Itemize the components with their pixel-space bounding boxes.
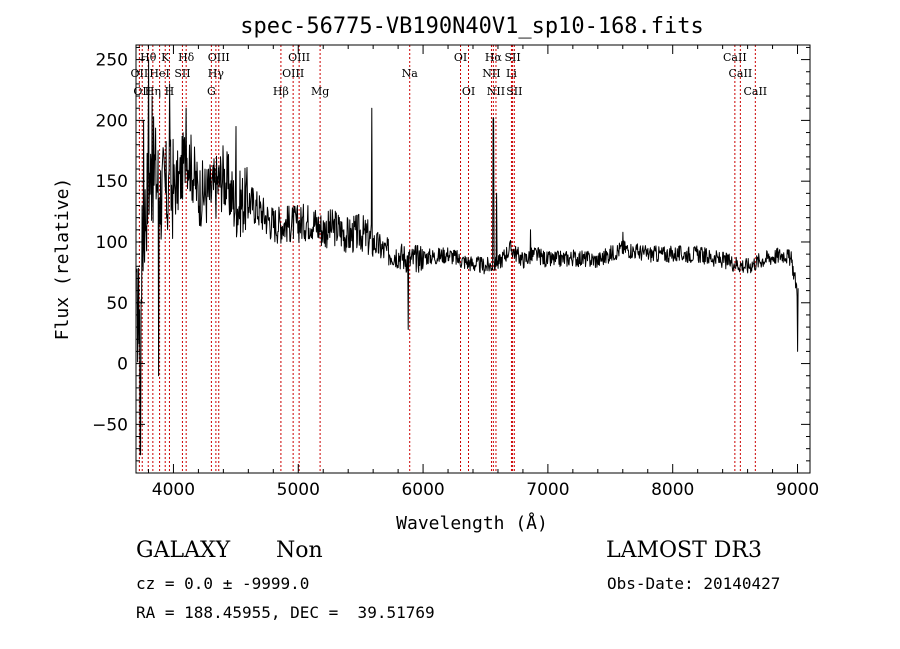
line-marker-label: OIII [282, 67, 304, 80]
line-marker-label: SII [506, 85, 522, 98]
chart-title: spec-56775-VB190N40V1_sp10-168.fits [240, 14, 704, 39]
redshift-cz: cz = 0.0 ± -9999.0 [136, 574, 310, 593]
x-tick-label: 6000 [401, 480, 444, 500]
y-axis-ticks: −50 0 50 100 150 200 250 [92, 46, 810, 462]
y-axis-label: Flux (relative) [52, 178, 73, 341]
line-marker-label: CaII [729, 67, 753, 80]
line-marker-label: Li [506, 67, 517, 80]
y-tick-label: 250 [96, 51, 128, 71]
x-tick-label: 8000 [651, 480, 694, 500]
line-marker-label: Hβ [273, 85, 289, 98]
y-tick-label: 100 [96, 233, 128, 253]
line-marker-label: SII [174, 67, 190, 80]
line-marker-label: Mg [311, 85, 329, 98]
line-marker-label: Hδ [178, 51, 195, 64]
object-subclass: Non [276, 538, 323, 563]
emission-line-labels: OIIOIIHθHηHeIKHSIIHδHγGOIIIHβOIIIOIIIMgN… [131, 51, 768, 98]
x-tick-label: 5000 [277, 480, 320, 500]
line-marker-label: Na [402, 67, 419, 80]
line-marker-label: NII [487, 85, 505, 98]
line-marker-label: Hη [145, 85, 161, 98]
spectrum-line [136, 59, 799, 456]
line-marker-label: OII [131, 67, 149, 80]
line-marker-label: CaII [743, 85, 767, 98]
line-marker-label: OIII [208, 51, 230, 64]
x-axis-ticks: 4000 5000 6000 7000 8000 9000 [147, 45, 819, 500]
y-tick-label: 150 [96, 172, 128, 192]
y-tick-label: 50 [106, 294, 128, 314]
line-marker-label: K [161, 51, 170, 64]
line-marker-label: OI [454, 51, 467, 64]
line-marker-label: OII [133, 85, 151, 98]
y-tick-label: −50 [92, 415, 128, 435]
line-marker-label: HeI [149, 67, 169, 80]
line-marker-label: SII [504, 51, 520, 64]
line-marker-label: Hγ [208, 67, 225, 80]
line-marker-label: OIII [288, 51, 310, 64]
spectrum-chart: spec-56775-VB190N40V1_sp10-168.fits OII O… [52, 14, 819, 534]
x-axis-label: Wavelength (Å) [396, 512, 548, 534]
object-class: GALAXY [136, 538, 231, 563]
x-tick-label: 4000 [152, 480, 195, 500]
x-tick-label: 7000 [526, 480, 569, 500]
coordinates: RA = 188.45955, DEC = 39.51769 [136, 603, 435, 622]
line-marker-label: Hα [485, 51, 503, 64]
y-tick-label: 200 [96, 111, 128, 131]
x-tick-label: 9000 [776, 480, 819, 500]
emission-line-markers [138, 45, 756, 473]
survey-name: LAMOST DR3 [606, 538, 762, 563]
line-marker-label: NII [482, 67, 500, 80]
observation-date: Obs-Date: 20140427 [607, 574, 781, 593]
line-marker-label: OI [462, 85, 475, 98]
y-tick-label: 0 [117, 355, 128, 375]
line-marker-label: CaII [723, 51, 747, 64]
line-marker-label: Hθ [140, 51, 157, 64]
line-marker-label: G [207, 85, 216, 98]
